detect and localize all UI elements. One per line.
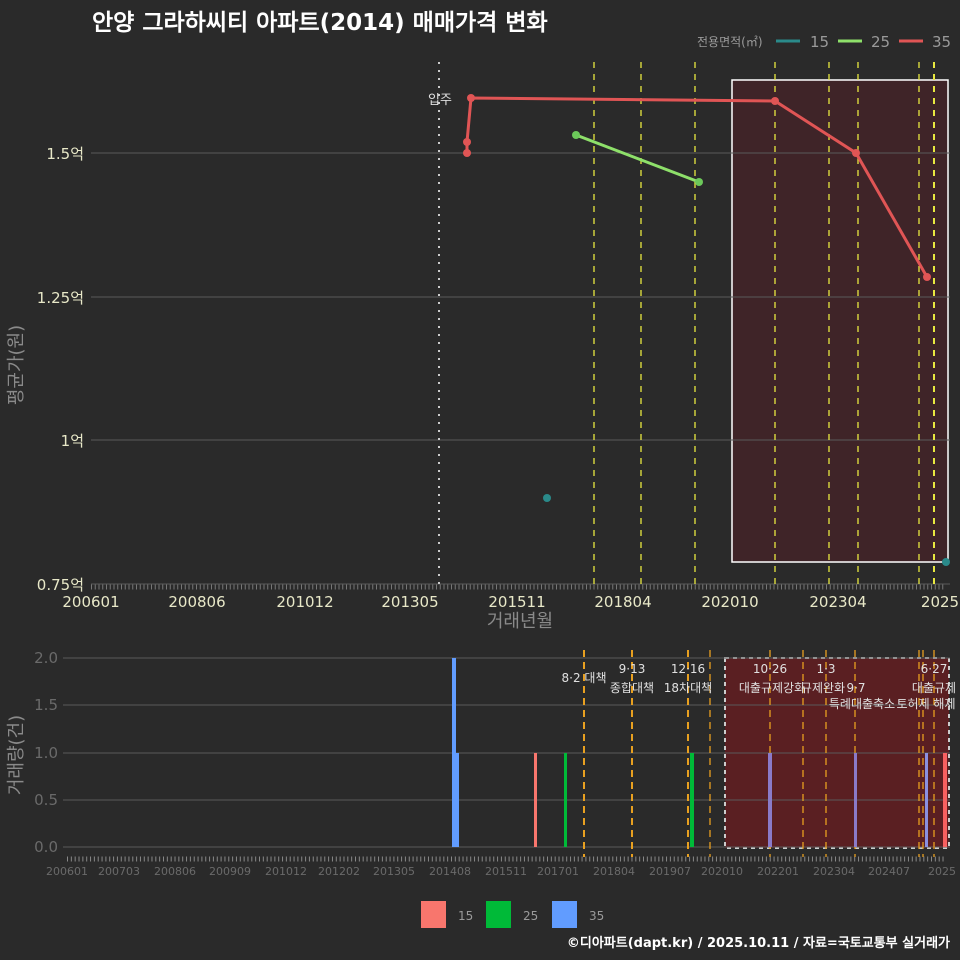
x-tick: 201202	[318, 865, 360, 878]
highlight-box	[731, 79, 949, 563]
top-legend: 전용면적(㎡) 15 25 35	[697, 33, 951, 51]
x-tick: 202010	[701, 865, 743, 878]
x-tick: 200601	[46, 865, 88, 878]
x-tick: 201305	[381, 593, 438, 611]
bar-15	[534, 753, 537, 847]
x-tick: 200703	[98, 865, 140, 878]
bar-35	[768, 753, 772, 847]
x-tick: 202010	[701, 593, 758, 611]
move-in-label: 입주	[428, 93, 452, 108]
x-tick: 201305	[373, 865, 415, 878]
x-tick: 201511	[488, 593, 545, 611]
x-tick: 201012	[276, 593, 333, 611]
x-tick: 200909	[209, 865, 251, 878]
y-tick: 1억	[61, 432, 84, 450]
x-tick: 201701	[537, 865, 579, 878]
policy-label: 특례대출축소	[829, 697, 895, 711]
x-tick: 200806	[154, 865, 196, 878]
legend-35: 35	[589, 909, 604, 923]
x-tick: 201511	[485, 865, 527, 878]
bar-35	[925, 753, 928, 847]
x-tick: 201408	[429, 865, 471, 878]
y-tick: 0.0	[34, 838, 58, 856]
bar-15	[943, 753, 947, 847]
x-tick: 201804	[593, 865, 635, 878]
x-tick: 200806	[168, 593, 225, 611]
x-tick: 202304	[809, 593, 866, 611]
policy-date: 9·7	[846, 681, 865, 695]
policy-date: 12·16	[671, 662, 705, 676]
policy-label: 토허제 해제	[896, 697, 955, 711]
x-tick: 201012	[265, 865, 307, 878]
chart-title: 안양 그라하씨티 아파트(2014) 매매가격 변화	[92, 10, 548, 36]
policy-label: 규제완화	[801, 681, 845, 695]
y-axis-label: 평균가(원)	[6, 325, 27, 405]
volume-chart: 2.0 1.5 1.0 0.5 0.0 거래량(건) 200601 200703…	[6, 649, 956, 878]
x-tick: 202201	[757, 865, 799, 878]
series-25-points	[572, 131, 703, 186]
policy-date: 9·13	[619, 662, 646, 676]
policy-label: 종합대책	[610, 680, 654, 695]
y-tick: 1.5억	[46, 145, 84, 163]
policy-label: 18차대책	[664, 680, 712, 695]
y-tick: 1.0	[34, 744, 58, 762]
policy-label: 대출규제강화	[739, 681, 805, 695]
y-axis-label: 거래량(건)	[6, 715, 27, 795]
x-tick: 201804	[594, 593, 651, 611]
x-tick: 200601	[62, 593, 119, 611]
x-tick: 2025	[928, 865, 956, 878]
series-15-points	[543, 494, 950, 566]
series-25-line	[575, 133, 700, 184]
policy-label: 8·2 대책	[562, 670, 607, 685]
x-tick: 2025	[921, 593, 959, 611]
bar-35	[456, 753, 459, 847]
bar-35	[452, 658, 456, 847]
bar-25	[564, 753, 567, 847]
x-axis-label: 거래년월	[487, 611, 553, 632]
bar-35	[854, 753, 857, 847]
bar-25	[690, 753, 694, 847]
legend-35: 35	[932, 33, 951, 51]
policy-label: 대출규제	[912, 681, 956, 695]
legend-15: 15	[458, 909, 473, 923]
policy-lines	[593, 62, 935, 584]
x-tick: 202304	[813, 865, 855, 878]
y-tick: 1.25억	[37, 289, 84, 307]
series-35-points	[463, 94, 931, 281]
y-tick: 2.0	[34, 649, 58, 667]
y-tick: 0.75억	[37, 576, 84, 594]
y-tick: 1.5	[34, 696, 58, 714]
x-tick: 202407	[868, 865, 910, 878]
legend-15: 15	[810, 33, 829, 51]
legend-25: 25	[871, 33, 890, 51]
footer-credit: ©디아파트(dapt.kr) / 2025.10.11 / 자료=국토교통부 실…	[567, 935, 950, 951]
legend-title: 전용면적(㎡)	[697, 35, 763, 49]
x-tick: 201907	[649, 865, 691, 878]
policy-date: 10·26	[753, 662, 787, 676]
price-chart: 1.5억 1.25억 1억 0.75억 평균가(원) 200601 200806…	[6, 62, 959, 632]
policy-date: 6·27	[921, 662, 948, 676]
y-tick: 0.5	[34, 791, 58, 809]
policy-date: 1·3	[816, 662, 835, 676]
bottom-legend: 15 25 35	[421, 901, 604, 928]
legend-25: 25	[523, 909, 538, 923]
